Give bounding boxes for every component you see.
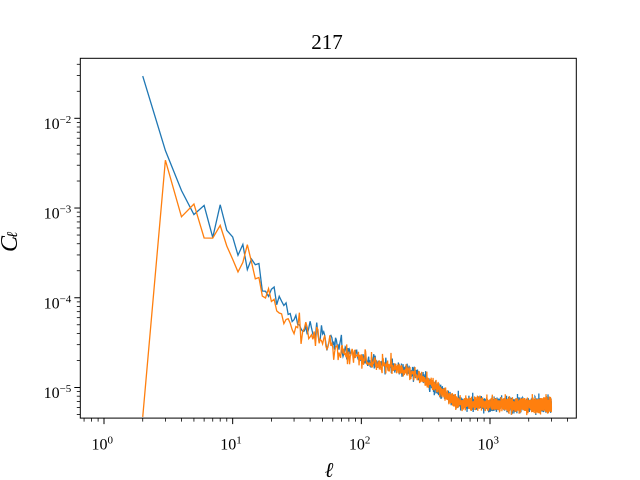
svg-text:102: 102 — [349, 435, 371, 454]
svg-text:100: 100 — [92, 435, 114, 454]
svg-text:103: 103 — [478, 435, 500, 454]
svg-text:10−5: 10−5 — [44, 383, 72, 402]
svg-text:101: 101 — [220, 435, 242, 454]
svg-text:10−3: 10−3 — [44, 204, 72, 223]
svg-text:10−4: 10−4 — [44, 293, 72, 312]
svg-text:10−2: 10−2 — [44, 114, 72, 133]
